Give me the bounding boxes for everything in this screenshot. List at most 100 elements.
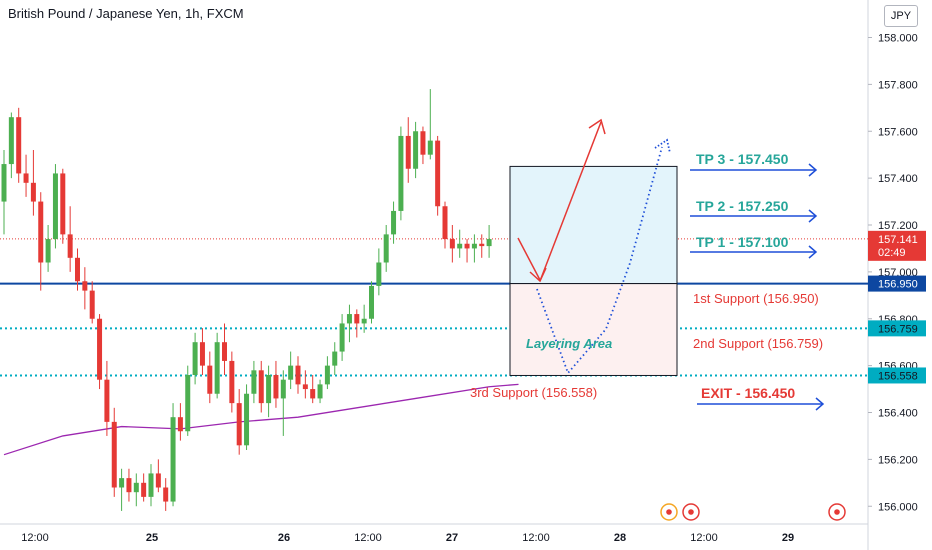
candle-down[interactable] [126,478,132,493]
candle-up[interactable] [398,135,404,211]
candle-down[interactable] [354,314,360,324]
candle-down[interactable] [236,403,242,446]
candle-up[interactable] [1,164,7,202]
candle-up[interactable] [45,239,51,263]
y-tick-label: 157.400 [878,173,918,185]
candle-down[interactable] [273,375,279,399]
candle-up[interactable] [391,210,397,235]
candle-down[interactable] [75,257,80,282]
candle-down[interactable] [38,201,44,263]
currency-button[interactable]: JPY [884,5,918,27]
candle-up[interactable] [317,384,323,399]
countdown-value: 02:49 [878,247,906,259]
candle-up[interactable] [339,323,345,352]
event-marker-dot [688,509,694,515]
candle-up[interactable] [471,243,477,249]
y-tick-label: 156.200 [878,454,918,466]
candle-up[interactable] [185,375,191,432]
tp1-label: TP 1 - 157.100 [696,234,789,250]
candle-down[interactable] [67,234,73,258]
blue-dotted-arrow-head [654,138,671,154]
candle-down[interactable] [405,135,411,169]
y-tick-label: 157.200 [878,220,918,232]
candle-up[interactable] [214,342,220,394]
candle-up[interactable] [486,239,492,247]
candle-up[interactable] [427,140,433,155]
candle-up[interactable] [133,482,139,493]
candle-up[interactable] [324,365,330,385]
red-arrow-up-head [588,118,606,135]
layering-box[interactable] [509,283,678,376]
support3-label: 3rd Support (156.558) [470,385,597,400]
candle-down[interactable] [23,173,29,183]
candle-down[interactable] [207,365,213,394]
candle-up[interactable] [288,365,294,380]
candle-up[interactable] [413,131,419,169]
candle-down[interactable] [464,243,470,249]
event-marker-dot [834,509,840,515]
candle-down[interactable] [89,290,95,319]
candle-down[interactable] [60,173,66,235]
candle-up[interactable] [266,375,272,404]
candle-up[interactable] [251,370,257,394]
candle-up[interactable] [369,285,374,319]
candle-up[interactable] [244,393,250,446]
candle-down[interactable] [310,389,316,399]
target-box[interactable] [509,165,678,285]
y-tick-label: 156.400 [878,408,918,420]
candle-up[interactable] [8,117,14,165]
candle-up[interactable] [119,478,125,488]
candle-down[interactable] [16,117,22,174]
level-price-value: 156.759 [878,323,918,335]
candle-up[interactable] [280,379,286,399]
candle-down[interactable] [258,370,264,404]
candle-up[interactable] [361,318,367,324]
candle-down[interactable] [302,384,308,390]
candle-up[interactable] [148,473,154,497]
y-tick-label: 157.600 [878,126,918,138]
candle-down[interactable] [104,379,110,422]
tp1-arrow-head [808,245,818,259]
candle-up[interactable] [376,262,382,286]
candle-up[interactable] [52,173,58,240]
candle-down[interactable] [295,365,301,385]
candle-down[interactable] [177,417,183,432]
candle-up[interactable] [170,417,176,502]
candle-down[interactable] [97,318,103,380]
tp2-label: TP 2 - 157.250 [696,198,789,214]
candle-down[interactable] [222,342,227,361]
moving-average-line [3,383,519,456]
candle-down[interactable] [479,243,485,247]
candle-up[interactable] [383,234,389,263]
plot-area[interactable] [0,0,868,524]
tp3-label: TP 3 - 157.450 [696,151,789,167]
candle-down[interactable] [229,360,235,404]
level-price-value: 156.558 [878,370,918,382]
candle-down[interactable] [155,473,161,488]
candle-down[interactable] [141,482,147,497]
candle-up[interactable] [192,342,198,375]
tp3-arrow-head [808,163,818,177]
current-price-tag [868,230,926,261]
candle-down[interactable] [420,131,426,155]
candle-down[interactable] [442,206,448,240]
candle-up[interactable] [346,314,352,324]
candle-down[interactable] [163,487,169,502]
y-tick-label: 157.800 [878,79,918,91]
support1-label: 1st Support (156.950) [693,291,819,306]
candle-down[interactable] [199,342,205,366]
candle-down[interactable] [435,140,441,207]
x-tick-label: 26 [278,532,290,544]
candle-up[interactable] [457,243,463,249]
x-tick-label: 12:00 [354,532,382,544]
candle-down[interactable] [449,239,455,249]
candle-down[interactable] [111,421,117,488]
candle-up[interactable] [332,351,338,366]
exit-arrow-head [815,397,825,411]
candle-down[interactable] [30,182,36,202]
level-price-tag [868,275,926,292]
blue-dotted-path [536,146,663,375]
x-tick-label: 12:00 [690,532,718,544]
candle-down[interactable] [82,281,88,291]
